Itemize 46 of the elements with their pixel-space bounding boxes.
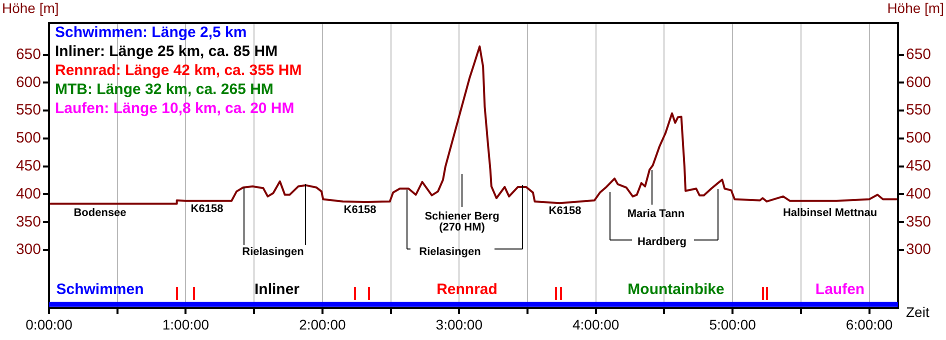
y-tick-label: 500 [16, 130, 41, 147]
annotation: Inliner [254, 281, 300, 298]
annotation: Rielasingen [242, 246, 304, 258]
annotation: Inliner: Länge 25 km, ca. 85 HM [55, 43, 278, 60]
annotation: Bodensee [74, 207, 126, 220]
annotation: Rennrad [436, 281, 498, 298]
y2-axis-title: Höhe [m] [887, 0, 944, 16]
x-tick-label: 6:00:00 [846, 316, 893, 332]
annotation: Hardberg [638, 236, 686, 248]
annotation: K6158 [190, 203, 224, 216]
y2-tick-label: 350 [906, 213, 932, 230]
annotation: Mountainbike [628, 281, 724, 298]
y-tick-label: 600 [16, 74, 41, 91]
y-tick-label: 550 [16, 102, 41, 119]
annotation: Halbinsel Mettnau [782, 207, 878, 220]
annotation: Schiener Berg (270 HM) [424, 210, 500, 234]
annotation: K6158 [548, 205, 582, 218]
annotation: Rennrad: Länge 42 km, ca. 355 HM [55, 62, 302, 80]
y2-tick-label: 400 [906, 185, 932, 202]
x-tick-label: 5:00:00 [709, 316, 756, 332]
y2-tick-label: 550 [906, 102, 932, 119]
annotation: Schwimmen [56, 281, 144, 298]
annotation: K6158 [344, 204, 376, 216]
y-tick-label: 300 [16, 241, 41, 258]
x-tick-label: 1:00:00 [162, 316, 210, 332]
x-axis-title: Zeit [906, 304, 930, 320]
y-tick-label: 400 [16, 185, 41, 202]
y2-tick-label: 600 [906, 74, 932, 91]
y-tick-label: 350 [16, 213, 41, 230]
x-tick-label: 4:00:00 [572, 316, 620, 332]
annotation: Maria Tann [627, 208, 685, 220]
y2-tick-label: 650 [906, 46, 932, 63]
y2-tick-label: 500 [906, 130, 932, 147]
y2-tick-label: 300 [906, 241, 932, 258]
annotation: Rielasingen [419, 246, 482, 258]
annotation: MTB: Länge 32 km, ca. 265 HM [55, 81, 274, 98]
annotation: Laufen: Länge 10,8 km, ca. 20 HM [55, 100, 294, 118]
annotation: Schwimmen: Länge 2,5 km [55, 24, 247, 42]
y-axis-title: Höhe [m] [2, 0, 59, 16]
annotation: Laufen [815, 281, 865, 298]
y-tick-label: 450 [16, 157, 41, 174]
x-tick-label: 2:00:00 [299, 316, 346, 332]
y-tick-label: 650 [16, 46, 41, 63]
y2-tick-label: 450 [906, 157, 932, 174]
x-tick-label: 3:00:00 [436, 316, 483, 332]
x-tick-label: 0:00:00 [26, 316, 73, 332]
